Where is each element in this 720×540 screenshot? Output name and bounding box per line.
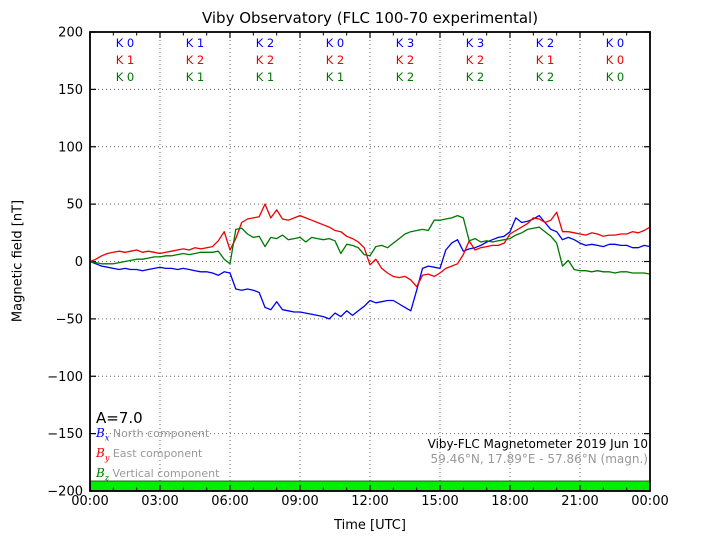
legend-item-east: By East component <box>96 446 219 466</box>
k-index-label: K 2 <box>256 36 275 50</box>
k-index-label: K 1 <box>536 53 555 67</box>
by-symbol: By <box>96 445 110 463</box>
axes-frame <box>89 31 651 492</box>
y-tick-label: −50 <box>56 312 83 327</box>
k-index-label: K 1 <box>116 53 135 67</box>
k-index-label: K 1 <box>186 70 205 84</box>
k-index-label: K 0 <box>116 36 135 50</box>
legend-label: East component <box>112 446 203 460</box>
y-tick-label: −100 <box>47 370 83 385</box>
y-tick-label: 100 <box>58 140 83 155</box>
x-tick-label: 15:00 <box>421 494 458 509</box>
legend-item-north: Bx North component <box>96 426 219 446</box>
y-tick-label: −200 <box>47 485 83 500</box>
k-index-label: K 1 <box>186 36 205 50</box>
legend-item-vertical: Bz Vertical component <box>96 466 219 486</box>
y-tick-label: −150 <box>47 427 83 442</box>
legend-label: Vertical component <box>112 466 220 480</box>
y-axis-label: Magnetic field [nT] <box>10 199 26 323</box>
x-tick-label: 03:00 <box>141 494 178 509</box>
series-line-bz <box>89 214 651 275</box>
series-line-bx <box>89 214 651 320</box>
k-index-label: K 1 <box>256 70 275 84</box>
y-tick-label: 200 <box>58 26 83 41</box>
k-index-label: K 2 <box>256 53 275 67</box>
k-index-label: K 2 <box>326 53 345 67</box>
x-tick-label: 12:00 <box>351 494 388 509</box>
chart-title: Viby Observatory (FLC 100-70 experimenta… <box>201 9 539 27</box>
station-info-line2: 59.46°N, 17.89°E - 57.86°N (magn.) <box>430 452 648 466</box>
legend-label: North component <box>112 427 210 440</box>
station-info-line1: Viby-FLC Magnetometer 2019 Jun 10 <box>427 437 648 451</box>
y-tick-label: 150 <box>58 83 83 98</box>
k-index-label: K 2 <box>466 70 485 84</box>
k-index-label: K 0 <box>116 70 135 84</box>
station-info: Viby-FLC Magnetometer 2019 Jun 10 59.46°… <box>428 437 648 467</box>
bz-symbol: Bz <box>96 465 110 483</box>
k-index-label: K 0 <box>326 36 345 50</box>
k-index-label: K 2 <box>186 53 205 67</box>
x-tick-label: 06:00 <box>211 494 248 509</box>
legend: Bx North component By East component Bz … <box>96 426 219 486</box>
x-tick-label: 18:00 <box>491 494 528 509</box>
k-index-label: K 1 <box>326 70 345 84</box>
y-tick-label: 0 <box>75 255 83 270</box>
k-index-label: K 0 <box>606 36 625 50</box>
k-index-label: K 2 <box>466 53 485 67</box>
x-tick-label: 00:00 <box>631 494 668 509</box>
x-tick-label: 09:00 <box>281 494 318 509</box>
k-index-label: K 0 <box>606 70 625 84</box>
k-index-label: K 2 <box>396 70 415 84</box>
x-tick-label: 00:00 <box>71 494 108 509</box>
series-line-by <box>89 203 651 288</box>
k-index-label: K 3 <box>466 36 485 50</box>
k-index-label: K 2 <box>536 36 555 50</box>
k-index-label: K 3 <box>396 36 415 50</box>
k-index-label: K 2 <box>536 70 555 84</box>
k-index-label: K 0 <box>606 53 625 67</box>
bx-symbol: Bx <box>96 426 110 443</box>
x-tick-label: 21:00 <box>561 494 598 509</box>
a-index-annotation: A=7.0 <box>96 409 143 427</box>
x-axis-label: Time [UTC] <box>334 518 406 533</box>
y-tick-label: 50 <box>66 198 83 213</box>
k-index-label: K 2 <box>396 53 415 67</box>
